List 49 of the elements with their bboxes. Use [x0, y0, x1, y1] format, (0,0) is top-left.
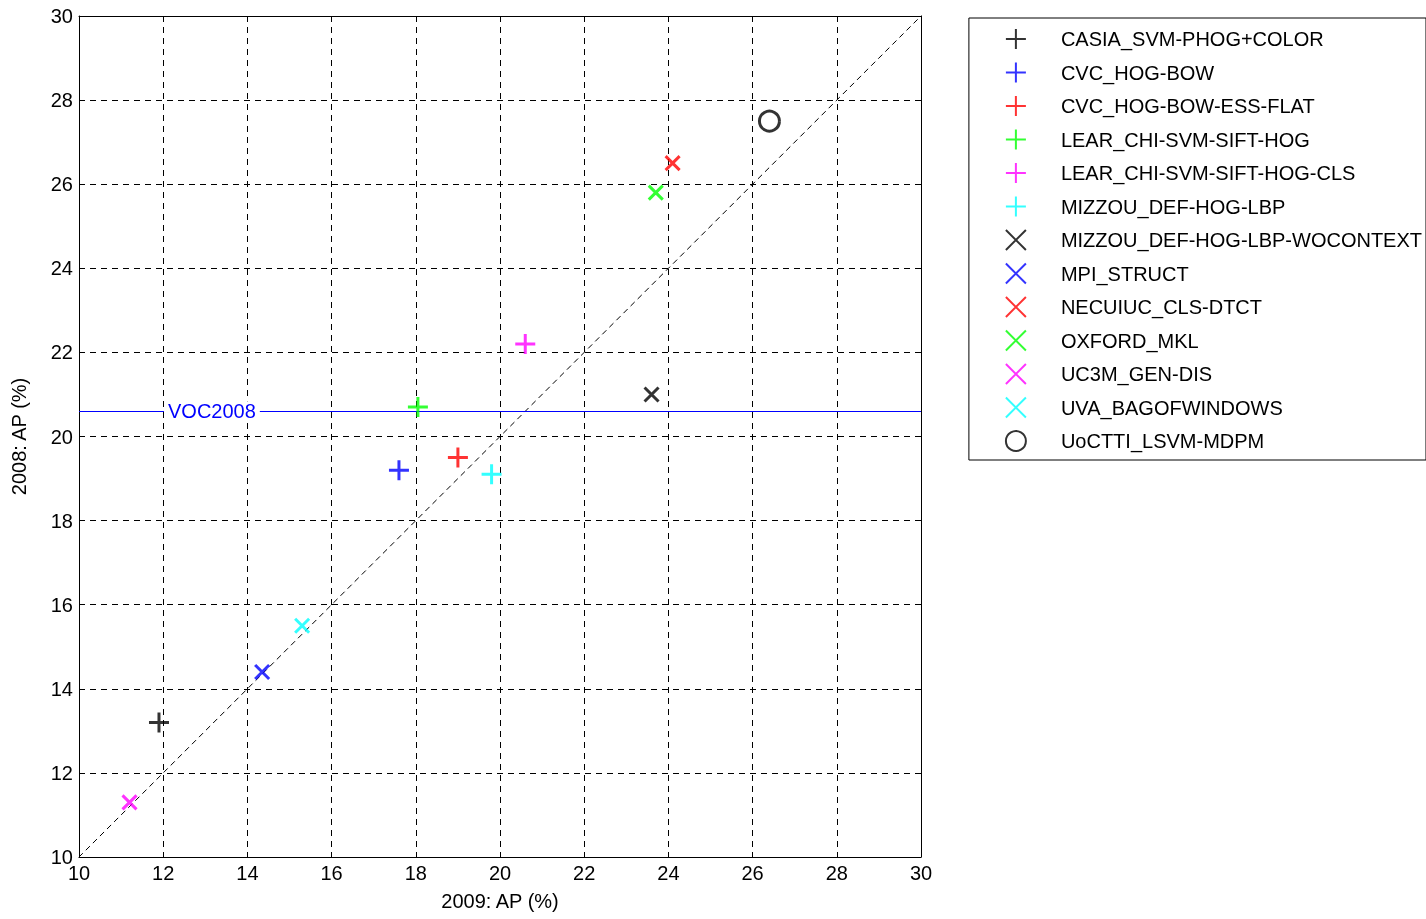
point: [387, 458, 411, 482]
point: [643, 385, 661, 403]
legend-label: MPI_STRUCT: [1060, 262, 1189, 286]
point: [406, 395, 430, 419]
legend-label: CVC_HOG-BOW-ESS-FLAT: [1060, 95, 1315, 118]
y-tick-label: 12: [50, 761, 73, 784]
point: [480, 462, 504, 486]
legend-label: UC3M_GEN-DIS: [1060, 363, 1213, 386]
y-tick-label: 28: [50, 89, 73, 112]
legend-label: MIZZOU_DEF-HOG-LBP-WOCONTEXT: [1060, 229, 1423, 252]
x-tick-label: 18: [404, 862, 427, 884]
y-tick-label: 18: [50, 509, 73, 532]
legend-label: MIZZOU_DEF-HOG-LBP: [1060, 195, 1286, 219]
x-tick-label: 28: [825, 862, 848, 884]
x-tick-label: 16: [320, 862, 343, 884]
point: [513, 332, 537, 356]
legend-label: OXFORD_MKL: [1060, 329, 1199, 353]
point: [647, 184, 665, 202]
x-tick-label: 30: [909, 862, 933, 884]
legend-label: CASIA_SVM-PHOG+COLOR: [1060, 28, 1324, 51]
legend-label: LEAR_CHI-SVM-SIFT-HOG-CLS: [1060, 162, 1356, 185]
x-tick-label: 26: [741, 862, 764, 884]
x-tick-label: 14: [236, 862, 259, 884]
point: [446, 446, 470, 470]
point: [293, 617, 311, 635]
x-tick-label: 12: [152, 862, 175, 884]
y-tick-label: 16: [50, 593, 73, 616]
legend-label: LEAR_CHI-SVM-SIFT-HOG: [1060, 128, 1310, 152]
point: [253, 663, 271, 681]
y-tick-label: 30: [50, 5, 73, 27]
y-tick-label: 14: [50, 677, 73, 700]
x-tick-label: 20: [488, 862, 512, 884]
point: [147, 710, 171, 734]
y-axis-title: 2008: AP (%): [8, 377, 30, 496]
legend-label: NECUIUC_CLS-DTCT: [1060, 296, 1263, 319]
x-tick-label: 24: [657, 862, 680, 884]
x-tick-label: 22: [573, 862, 596, 884]
point: [757, 109, 781, 133]
legend-label: UoCTTI_LSVM-MDPM: [1060, 430, 1265, 453]
point: [121, 793, 139, 811]
y-tick-label: 26: [50, 173, 73, 196]
ref-line-label: VOC2008: [168, 400, 256, 423]
x-axis-title: 2009: AP (%): [441, 890, 559, 912]
y-tick-label: 22: [50, 341, 73, 364]
point: [664, 154, 682, 172]
legend-label: UVA_BAGOFWINDOWS: [1060, 396, 1283, 420]
y-tick-label: 20: [50, 425, 73, 448]
y-tick-label: 24: [50, 257, 73, 280]
legend-label: CVC_HOG-BOW: [1060, 61, 1215, 85]
